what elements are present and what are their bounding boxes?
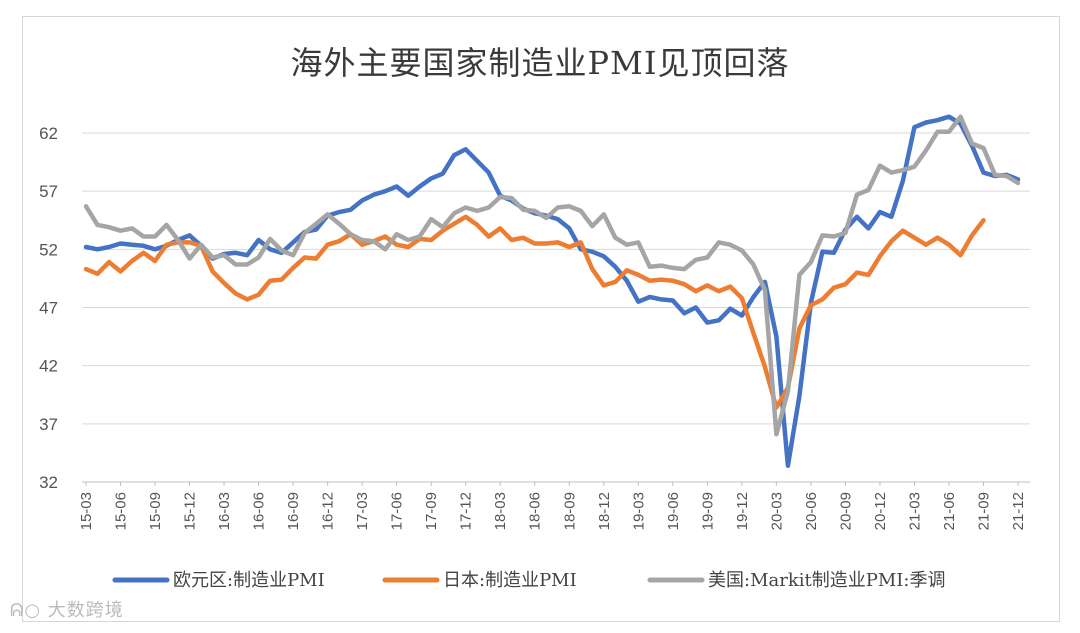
x-tick-label: 18-03 <box>492 492 509 530</box>
x-tick-label: 20-12 <box>872 492 889 530</box>
x-tick-label: 15-09 <box>147 492 164 530</box>
x-tick-label: 17-03 <box>354 492 371 530</box>
y-axis: 32 37 42 47 52 57 62 <box>39 124 58 492</box>
series-line-3 <box>83 114 1021 437</box>
chart-frame <box>22 16 1060 622</box>
x-tick-label: 20-06 <box>803 492 820 530</box>
y-tick-label: 42 <box>39 357 58 376</box>
x-tick-label: 19-12 <box>734 492 751 530</box>
x-tick-label: 16-06 <box>251 492 268 530</box>
series-line-2 <box>83 214 986 410</box>
y-tick-label: 37 <box>39 415 58 434</box>
watermark-logo-icon: ᕱ○ <box>10 600 48 621</box>
y-tick-label: 62 <box>39 124 58 143</box>
x-tick-label: 15-03 <box>78 492 95 530</box>
x-tick-label: 20-03 <box>768 492 785 530</box>
x-tick-label: 16-12 <box>320 492 337 530</box>
chart-title: 海外主要国家制造业PMI见顶回落 <box>290 44 790 82</box>
x-tick-label: 18-12 <box>596 492 613 530</box>
x-tick-label: 15-06 <box>113 492 130 530</box>
legend-label-3: 美国:Markit制造业PMI:季调 <box>708 570 945 591</box>
legend: 欧元区:制造业PMI 日本:制造业PMI 美国:Markit制造业PMI:季调 <box>112 570 945 591</box>
x-tick-label: 16-09 <box>285 492 302 530</box>
x-tick-label: 18-06 <box>527 492 544 530</box>
x-axis: 15-03 15-06 15-09 15-12 16-03 16-06 16-09 16-12… <box>78 482 1027 530</box>
x-tick-label: 17-12 <box>458 492 475 530</box>
x-tick-label: 21-06 <box>941 492 958 530</box>
x-tick-label: 15-12 <box>182 492 199 530</box>
x-tick-label: 18-09 <box>561 492 578 530</box>
x-tick-label: 20-09 <box>837 492 854 530</box>
x-tick-label: 19-06 <box>665 492 682 530</box>
x-tick-label: 17-09 <box>423 492 440 530</box>
y-tick-label: 52 <box>39 240 58 259</box>
x-tick-label: 21-09 <box>975 492 992 530</box>
x-tick-label: 21-03 <box>906 492 923 530</box>
y-tick-label: 57 <box>39 182 58 201</box>
x-tick-label: 19-09 <box>699 492 716 530</box>
x-tick-label: 21-12 <box>1010 492 1027 530</box>
series-line-1 <box>83 114 1021 468</box>
watermark-text: 大数跨境 <box>47 600 124 621</box>
x-tick-label: 17-06 <box>389 492 406 530</box>
x-tick-label: 19-03 <box>630 492 647 530</box>
legend-label-1: 欧元区:制造业PMI <box>173 570 325 591</box>
series-lines <box>83 114 1021 468</box>
y-tick-label: 32 <box>39 473 58 492</box>
legend-label-2: 日本:制造业PMI <box>443 570 577 591</box>
y-tick-label: 47 <box>39 299 58 318</box>
watermark: ᕱ○ 大数跨境 <box>10 596 124 622</box>
x-tick-label: 16-03 <box>216 492 233 530</box>
grid-lines <box>82 132 1030 483</box>
